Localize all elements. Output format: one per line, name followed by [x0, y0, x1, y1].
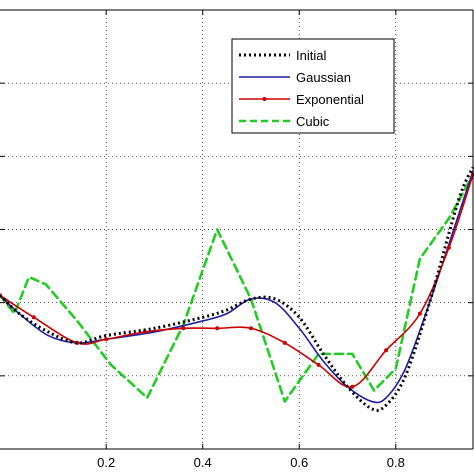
point-exponential-1	[31, 315, 36, 320]
point-exponential-13	[446, 245, 451, 250]
point-exponential-11	[384, 348, 389, 353]
point-exponential-8	[282, 340, 287, 345]
series-layer	[0, 166, 474, 412]
series-exponential	[0, 172, 474, 389]
axes	[0, 9, 474, 450]
legend-label-gaussian: Gaussian	[296, 70, 351, 85]
legend-label-cubic: Cubic	[296, 114, 330, 129]
point-exponential-7	[248, 326, 253, 331]
x-tick-label-1: 0.4	[194, 455, 212, 470]
x-tick-label-2: 0.6	[290, 455, 308, 470]
series-cubic	[0, 173, 474, 403]
series-line-cubic	[0, 173, 474, 403]
point-exponential-3	[104, 337, 109, 342]
x-tick-label-0: 0.2	[97, 455, 115, 470]
legend-marker-exponential	[262, 97, 267, 101]
legend-label-initial: Initial	[296, 48, 326, 63]
point-exponential-6	[215, 326, 220, 331]
x-tick-label-3: 0.8	[387, 455, 405, 470]
x-axis-ticks: 0.2 0.4 0.6 0.8	[97, 10, 405, 470]
point-exponential-10	[350, 384, 355, 389]
legend: Initial Gaussian Exponential Cubic	[231, 38, 395, 134]
point-exponential-5	[181, 326, 186, 331]
point-exponential-12	[417, 311, 422, 316]
point-exponential-9	[316, 362, 321, 367]
legend-label-exponential: Exponential	[296, 92, 364, 107]
